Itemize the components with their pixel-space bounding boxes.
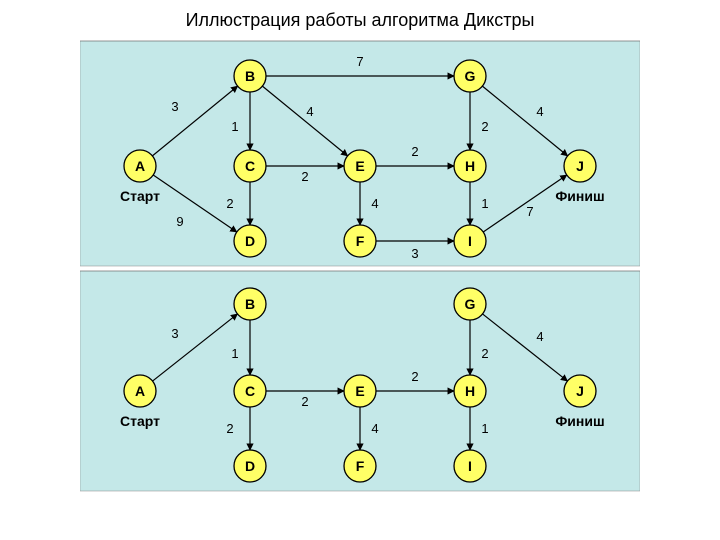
edge-weight: 2 — [411, 369, 418, 384]
node-label: H — [465, 158, 475, 174]
edge-weight: 1 — [231, 346, 238, 361]
text-label: Старт — [120, 188, 160, 204]
edge-weight: 4 — [536, 104, 543, 119]
node-label: C — [245, 383, 255, 399]
node-label: A — [135, 383, 145, 399]
edge-weight: 9 — [176, 214, 183, 229]
edge-weight: 3 — [411, 246, 418, 261]
edge-weight: 3 — [171, 326, 178, 341]
edge-weight: 1 — [231, 119, 238, 134]
node-label: I — [468, 458, 472, 474]
node-label: D — [245, 458, 255, 474]
edge-weight: 2 — [301, 394, 308, 409]
node-label: G — [465, 296, 476, 312]
edge-weight: 4 — [306, 104, 313, 119]
diagram-container: 3 9 1 4 7 2 2 4 2 3 2 4 1 7 A B C D E F G H I J Старт Финиш 3 1 2 2 4 2… — [80, 36, 640, 501]
panel-0: 3 9 1 4 7 2 2 4 2 3 2 4 1 7 A B C D E F G H I J Старт Финиш — [80, 41, 640, 266]
node-label: F — [356, 233, 365, 249]
edge-weight: 1 — [481, 421, 488, 436]
node-label: D — [245, 233, 255, 249]
panel-1: 3 1 2 2 4 2 2 4 1 A B C D E F G H I J Старт Финиш — [80, 271, 640, 491]
node-label: F — [356, 458, 365, 474]
node-label: C — [245, 158, 255, 174]
text-label: Финиш — [555, 188, 604, 204]
edge-weight: 4 — [371, 196, 378, 211]
node-label: A — [135, 158, 145, 174]
edge-weight: 2 — [481, 119, 488, 134]
edge-weight: 7 — [526, 204, 533, 219]
node-label: J — [576, 383, 584, 399]
edge-weight: 2 — [226, 421, 233, 436]
node-label: J — [576, 158, 584, 174]
edge-weight: 4 — [371, 421, 378, 436]
node-label: B — [245, 296, 255, 312]
graph-diagram: 3 9 1 4 7 2 2 4 2 3 2 4 1 7 A B C D E F G H I J Старт Финиш 3 1 2 2 4 2… — [80, 36, 640, 501]
node-label: I — [468, 233, 472, 249]
edge-weight: 7 — [356, 54, 363, 69]
node-label: E — [355, 158, 364, 174]
edge-weight: 2 — [226, 196, 233, 211]
text-label: Финиш — [555, 413, 604, 429]
text-label: Старт — [120, 413, 160, 429]
node-label: H — [465, 383, 475, 399]
edge-weight: 4 — [536, 329, 543, 344]
edge-weight: 1 — [481, 196, 488, 211]
edge-weight: 2 — [411, 144, 418, 159]
node-label: B — [245, 68, 255, 84]
edge-weight: 3 — [171, 99, 178, 114]
node-label: E — [355, 383, 364, 399]
node-label: G — [465, 68, 476, 84]
edge-weight: 2 — [481, 346, 488, 361]
edge-weight: 2 — [301, 169, 308, 184]
page-title: Иллюстрация работы алгоритма Дикстры — [0, 0, 720, 36]
